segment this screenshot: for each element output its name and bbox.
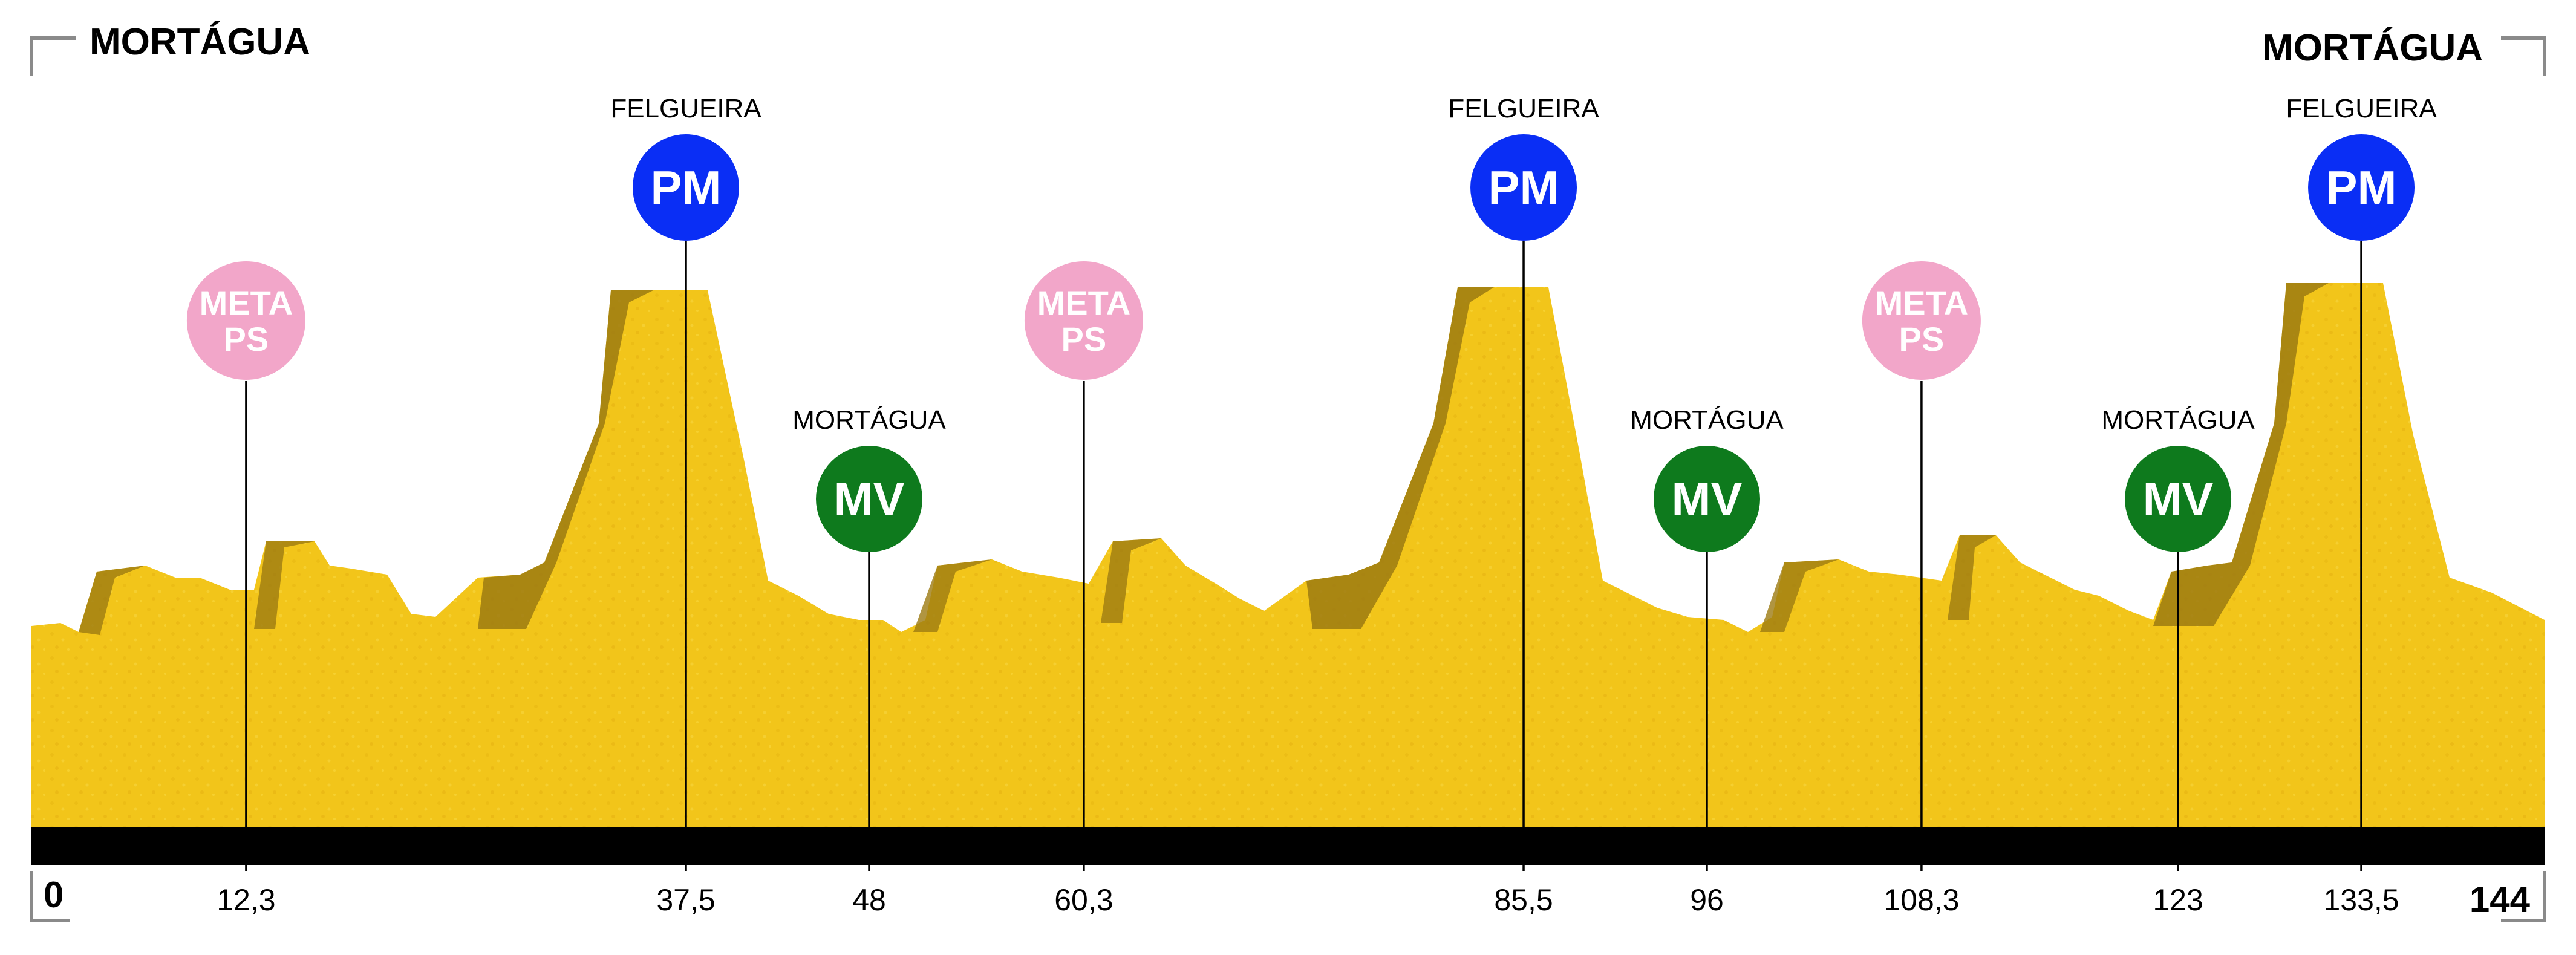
marker-km-label: 37,5: [656, 883, 715, 917]
marker-badge: [2125, 446, 2232, 552]
marker-badge: [186, 261, 305, 380]
distance-start-label: 0: [44, 875, 64, 915]
marker-badge-label: MV: [1672, 472, 1743, 526]
marker-badge-label: PS: [224, 320, 269, 358]
frame-corners: [30, 36, 2546, 922]
marker-badge: [2308, 134, 2415, 241]
terrain: [31, 283, 2545, 827]
marker-place-label: MORTÁGUA: [1630, 405, 1784, 435]
marker-km-label: 133,5: [2323, 883, 2399, 917]
start-town-title: MORTÁGUA: [90, 21, 310, 63]
marker-pm: PM FELGUEIRA 37,5: [610, 94, 761, 917]
marker-place-label: MORTÁGUA: [792, 405, 946, 435]
marker-badge: [1654, 446, 1760, 552]
marker-badge: [1862, 261, 1981, 380]
baseline-bar: [31, 827, 2545, 865]
frame-corner-bottom-left: [30, 871, 70, 922]
marker-km-label: 85,5: [1494, 883, 1553, 917]
finish-town-title: MORTÁGUA: [2262, 27, 2483, 69]
terrain-bump-shadow: [1101, 538, 1161, 623]
marker-badge-label: META: [1037, 284, 1131, 322]
marker-badge-label: PS: [1061, 320, 1107, 358]
marker-badge: [1470, 134, 1577, 241]
marker-place-label: FELGUEIRA: [2286, 94, 2437, 123]
terrain-climb-shadow: [1306, 287, 1494, 629]
marker-mv: MV MORTÁGUA 123: [2101, 405, 2255, 917]
marker-place-label: FELGUEIRA: [1448, 94, 1599, 123]
terrain-bump-shadow: [79, 566, 145, 635]
marker-mv: MV MORTÁGUA 48: [792, 405, 946, 917]
frame-corner-top-right: [2501, 36, 2546, 76]
marker-badge-label: PM: [1489, 161, 1559, 214]
marker-badge: [1024, 261, 1143, 380]
marker-km-label: 60,3: [1054, 883, 1113, 917]
marker-badge-label: META: [200, 284, 293, 322]
marker-place-label: MORTÁGUA: [2101, 405, 2255, 435]
marker-km-label: 12,3: [217, 883, 275, 917]
terrain-bump-shadow: [1760, 559, 1839, 632]
marker-km-label: 48: [852, 883, 886, 917]
terrain-climb-shadow: [2153, 283, 2329, 626]
markers-layer: METAPS12,3PMFELGUEIRA37,5MVMORTÁGUA48MET…: [186, 94, 2437, 917]
marker-badge-label: PM: [2326, 161, 2397, 214]
terrain-fill: [31, 283, 2545, 827]
marker-km-label: 96: [1690, 883, 1724, 917]
marker-place-label: FELGUEIRA: [610, 94, 761, 123]
terrain-bump-shadow: [1948, 535, 1996, 620]
terrain-bump-shadow: [913, 559, 992, 632]
distance-end-label: 144: [2470, 879, 2531, 920]
marker-badge-label: META: [1875, 284, 1969, 322]
marker-badge-label: PS: [1899, 320, 1945, 358]
marker-mv: MV MORTÁGUA 96: [1630, 405, 1784, 917]
marker-km-label: 123: [2153, 883, 2203, 917]
terrain-climb-shadow: [478, 290, 653, 629]
marker-pm: PM FELGUEIRA 85,5: [1448, 94, 1599, 917]
marker-badge-label: PM: [651, 161, 722, 214]
frame-corner-bottom-right: [2501, 871, 2546, 922]
marker-badge-label: MV: [834, 472, 905, 526]
marker-badge: [633, 134, 740, 241]
marker-badge-label: MV: [2143, 472, 2214, 526]
marker-km-label: 108,3: [1883, 883, 1959, 917]
terrain-bump-shadow: [254, 541, 315, 629]
frame-corner-top-left: [30, 36, 76, 76]
marker-pm: PM FELGUEIRA 133,5: [2286, 94, 2437, 917]
marker-badge: [816, 446, 922, 552]
